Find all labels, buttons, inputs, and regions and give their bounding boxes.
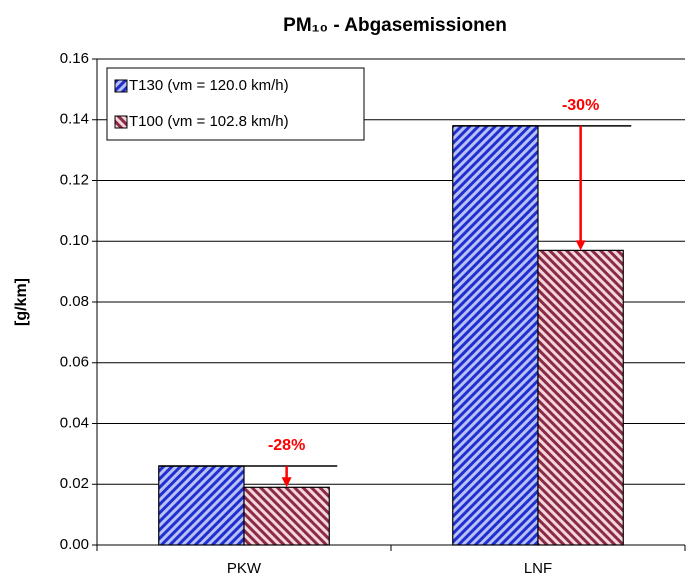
x-tick-label: LNF (524, 560, 552, 577)
x-tick-label: PKW (227, 560, 262, 577)
annotation: -28% (268, 437, 305, 454)
y-tick-label: 0.16 (60, 50, 89, 67)
y-tick-label: 0.12 (60, 171, 89, 188)
y-tick-label: 0.10 (60, 232, 89, 249)
legend-label: T130 (vm = 120.0 km/h) (129, 77, 289, 94)
chart-title: PM₁₀ - Abgasemissionen (283, 15, 507, 36)
y-tick-label: 0.06 (60, 354, 89, 371)
annotation: -30% (562, 97, 599, 114)
y-tick-label: 0.00 (60, 536, 89, 553)
legend-label: T100 (vm = 102.8 km/h) (129, 113, 289, 130)
legend-swatch (114, 79, 128, 93)
bar (243, 486, 330, 546)
bar (452, 125, 539, 546)
y-tick-label: 0.14 (60, 111, 89, 128)
y-axis-label: [g/km] (13, 278, 30, 326)
y-tick-label: 0.04 (60, 414, 89, 431)
y-tick-label: 0.08 (60, 293, 89, 310)
y-tick-label: 0.02 (60, 475, 89, 492)
arrow-head (281, 477, 292, 488)
legend-swatch (114, 115, 128, 129)
bar (158, 465, 245, 546)
legend-box (106, 67, 365, 141)
bar (537, 249, 624, 546)
arrow-head (575, 240, 586, 251)
